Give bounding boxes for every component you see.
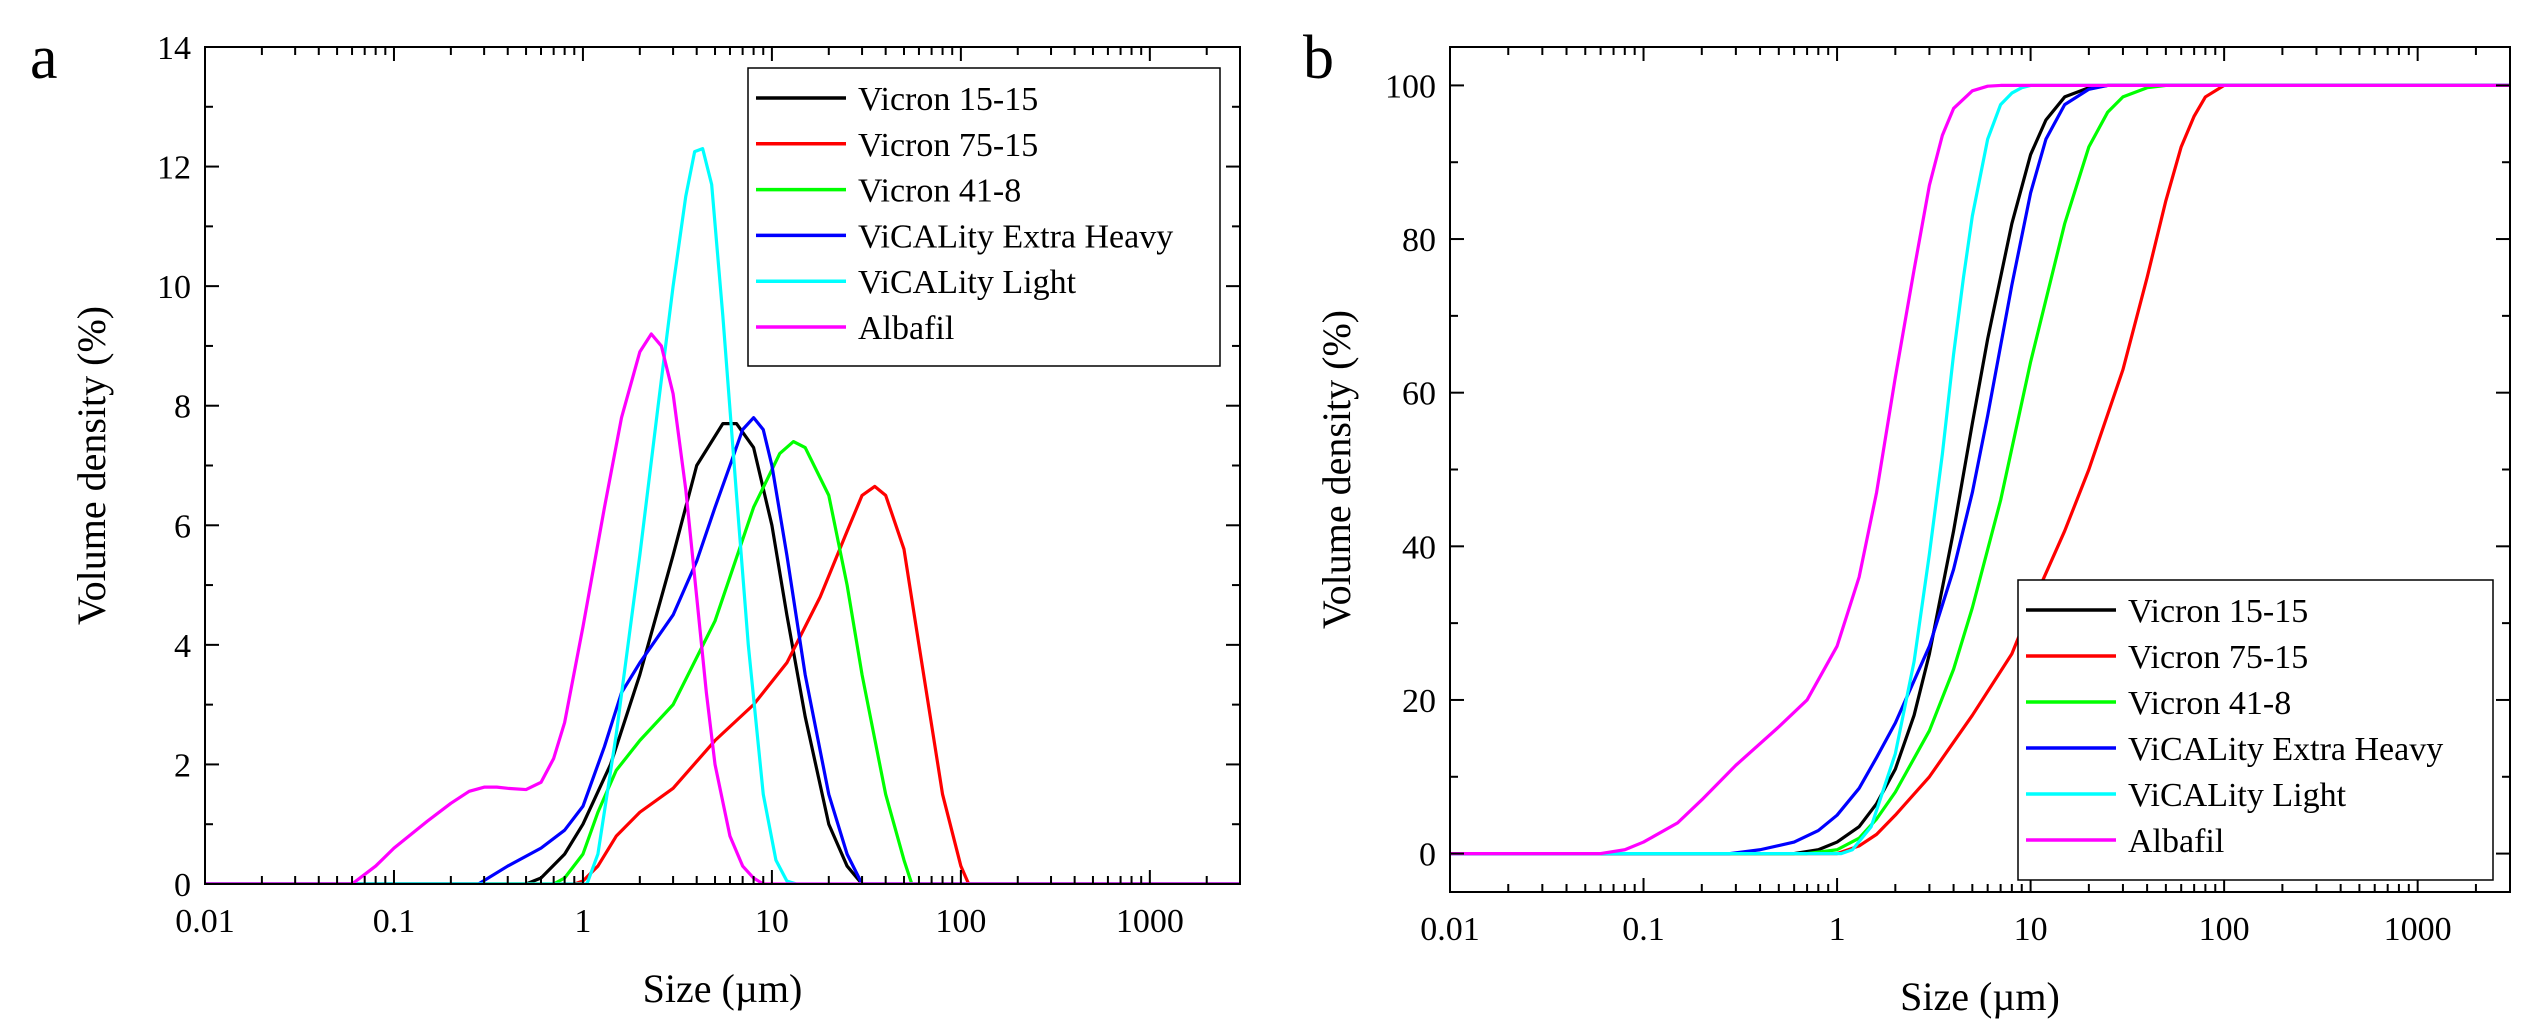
series-line-vicron-75-15: [1450, 83, 2510, 856]
legend-label: ViCALity Extra Heavy: [2128, 731, 2443, 768]
series-group: [1450, 83, 2510, 856]
legend-label: Vicron 15-15: [858, 81, 1038, 118]
series-group: [205, 147, 1240, 884]
y-tick-label: 10: [157, 269, 191, 306]
series-line-vicron-75-15: [205, 484, 1240, 884]
series-line-vicron-15-15: [1450, 83, 2510, 856]
series-line-vicality-light: [205, 147, 1240, 884]
series-line-vicality-extra-heavy: [1450, 83, 2510, 856]
series-line-vicron-41-8: [1450, 83, 2510, 856]
series-line-vicron-15-15: [205, 422, 1240, 884]
legend: Vicron 15-15 Vicron 75-15 Vicron 41-8 ViCAL…: [2017, 579, 2494, 881]
legend-label: ViCALity Light: [858, 264, 1077, 301]
panel-letter: a: [30, 24, 58, 92]
x-tick-label: 10: [2014, 911, 2048, 948]
x-tick-label: 0.01: [175, 903, 235, 940]
x-tick-label: 0.01: [1420, 911, 1480, 948]
x-tick-label: 10: [755, 903, 789, 940]
y-tick-label: 100: [1385, 68, 1436, 105]
x-tick-label: 1: [1829, 911, 1846, 948]
axis-ticks: [204, 46, 1241, 885]
x-axis-title: Size (µm): [1900, 974, 2060, 1019]
y-tick-label: 12: [157, 150, 191, 187]
legend-label: Albafil: [858, 310, 954, 347]
y-tick-label: 6: [174, 508, 191, 545]
legend: Vicron 15-15 Vicron 75-15 Vicron 41-8 ViCAL…: [747, 67, 1221, 367]
y-tick-label: 4: [174, 628, 191, 665]
y-tick-label: 0: [1419, 837, 1436, 874]
y-tick-label: 80: [1402, 222, 1436, 259]
series-line-albafil: [1450, 83, 2510, 856]
series-line-vicron-41-8: [205, 439, 1240, 884]
y-tick-label: 20: [1402, 683, 1436, 720]
panel-letter: b: [1303, 24, 1334, 92]
x-axis-title: Size (µm): [643, 966, 803, 1011]
legend-label: ViCALity Extra Heavy: [858, 218, 1173, 255]
legend-label: Vicron 75-15: [858, 127, 1038, 164]
panel-a: a 0.01 0.1 1 10 100 1000 0 2 4 6 8 10 12 14 Size (µm) Vo…: [30, 24, 1241, 1011]
x-tick-label: 0.1: [1622, 911, 1665, 948]
series-line-albafil: [205, 332, 1240, 884]
y-tick-label: 8: [174, 389, 191, 426]
legend-label: ViCALity Light: [2128, 777, 2347, 814]
x-tick-label: 1000: [2384, 911, 2452, 948]
x-tick-label: 100: [2199, 911, 2250, 948]
y-axis-title: Volume density (%): [1314, 310, 1359, 629]
y-tick-label: 0: [174, 867, 191, 904]
y-tick-label: 60: [1402, 376, 1436, 413]
x-tick-label: 100: [935, 903, 986, 940]
legend-label: Vicron 41-8: [2128, 685, 2291, 722]
legend-label: Vicron 75-15: [2128, 639, 2308, 676]
x-tick-label: 1: [574, 903, 591, 940]
y-tick-label: 14: [157, 30, 191, 67]
x-tick-label: 1000: [1116, 903, 1184, 940]
legend-label: Albafil: [2128, 823, 2224, 860]
legend-label: Vicron 41-8: [858, 173, 1021, 210]
panel-b: b 0.01 0.1 1 10 100 1000 0 20 40 60 80 100 Size (µm) V…: [1303, 24, 2511, 1019]
axis-ticks: [1449, 47, 2511, 892]
y-tick-label: 40: [1402, 529, 1436, 566]
legend-label: Vicron 15-15: [2128, 593, 2308, 630]
y-tick-label: 2: [174, 747, 191, 784]
series-line-vicality-extra-heavy: [205, 416, 1240, 884]
y-axis-title: Volume density (%): [69, 306, 114, 625]
x-tick-label: 0.1: [373, 903, 416, 940]
